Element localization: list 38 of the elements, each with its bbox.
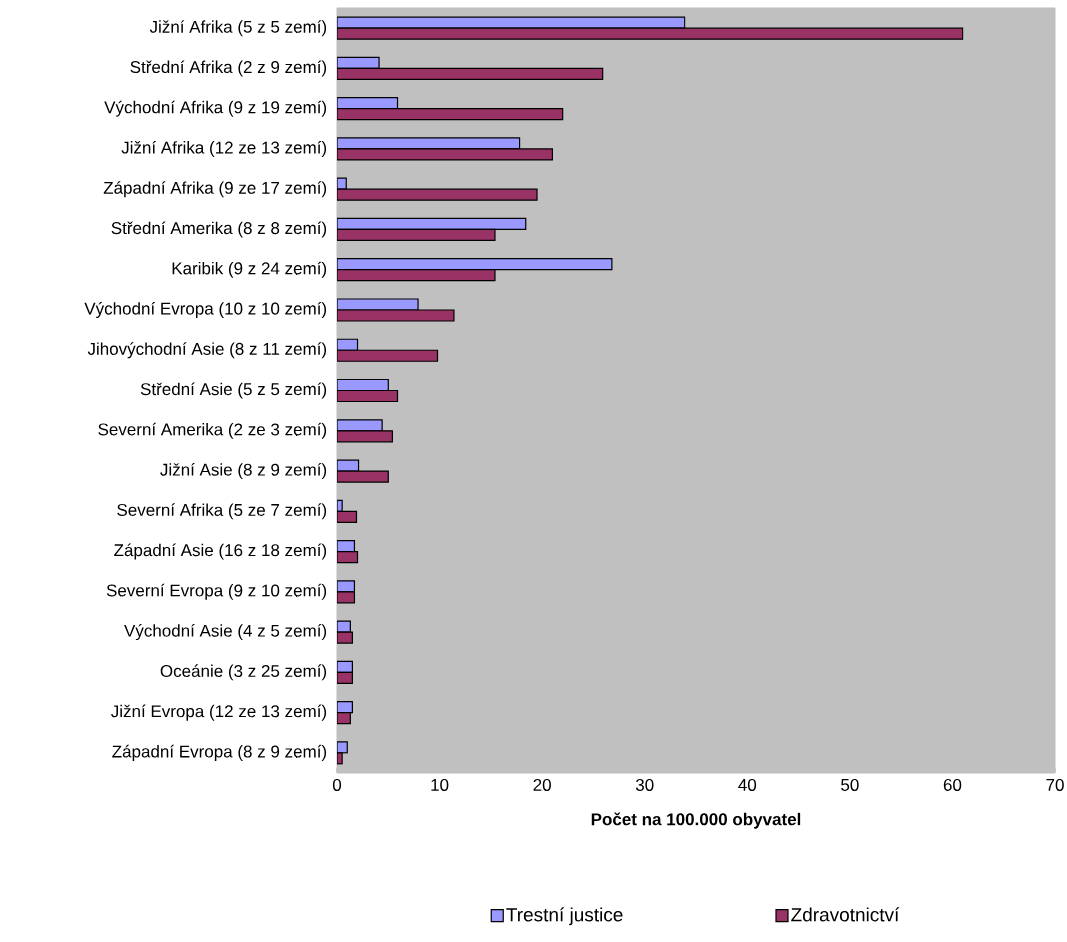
x-tick-label: 10 <box>431 778 449 791</box>
y-tick-label: Střední Amerika (8 z 8 zemí) <box>111 221 327 238</box>
bar <box>337 228 496 242</box>
legend-label: Trestní justice <box>506 907 623 926</box>
y-tick-label: Severní Evropa (9 z 10 zemí) <box>106 583 327 600</box>
y-tick-label: Východní Evropa (10 z 10 zemí) <box>84 301 327 319</box>
y-tick-label: Jihovýchodní Asie (8 z 11 zemí) <box>87 342 327 359</box>
y-tick-label: Střední Afrika (2 z 9 zemí) <box>130 60 327 77</box>
x-axis-title: Počet na 100.000 obyvatel <box>591 812 801 829</box>
bar <box>337 258 613 271</box>
legend-label: Zdravotnictví <box>791 907 900 922</box>
y-tick-label: Východní Afrika (9 z 19 zemí) <box>104 100 327 117</box>
y-tick-label: Střední Asie (5 z 5 zemí) <box>140 382 327 399</box>
y-tick-label: Oceánie (3 z 25 zemí) <box>160 664 327 681</box>
y-tick-label: Jižní Evropa (12 ze 13 zemí) <box>111 704 327 721</box>
bar <box>337 217 527 231</box>
bar <box>337 188 538 201</box>
x-tick-label: 40 <box>738 778 757 791</box>
y-tick-label: Jižní Afrika (12 ze 13 zemí) <box>121 140 327 157</box>
x-tick-label: 0 <box>332 778 342 791</box>
y-tick-label: Severní Afrika (5 ze 7 zemí) <box>117 503 327 520</box>
x-tick-label: 20 <box>533 778 551 791</box>
y-tick-label: Jižní Afrika (5 z 5 zemí) <box>149 20 327 37</box>
bar <box>337 349 439 362</box>
y-tick-label: Západní Evropa (8 z 9 zemí) <box>112 744 327 761</box>
y-tick-label: Jižní Asie (8 z 9 zemí) <box>160 463 327 480</box>
x-tick-label: 50 <box>841 778 859 791</box>
y-tick-label: Karibik (9 z 24 zemí) <box>172 261 327 278</box>
x-tick-label: 60 <box>943 778 962 791</box>
y-tick-label: Západní Asie (16 z 18 zemí) <box>114 543 327 560</box>
y-tick-label: Západní Afrika (9 ze 17 zemí) <box>103 181 327 198</box>
x-tick-label: 30 <box>635 778 654 791</box>
bar <box>337 108 564 121</box>
bar <box>337 269 496 282</box>
y-tick-label: Severní Amerika (2 ze 3 zemí) <box>98 422 327 439</box>
x-tick-label: 70 <box>1046 778 1064 791</box>
y-tick-label: Východní Asie (4 z 5 zemí) <box>124 624 327 641</box>
bar <box>337 67 604 81</box>
